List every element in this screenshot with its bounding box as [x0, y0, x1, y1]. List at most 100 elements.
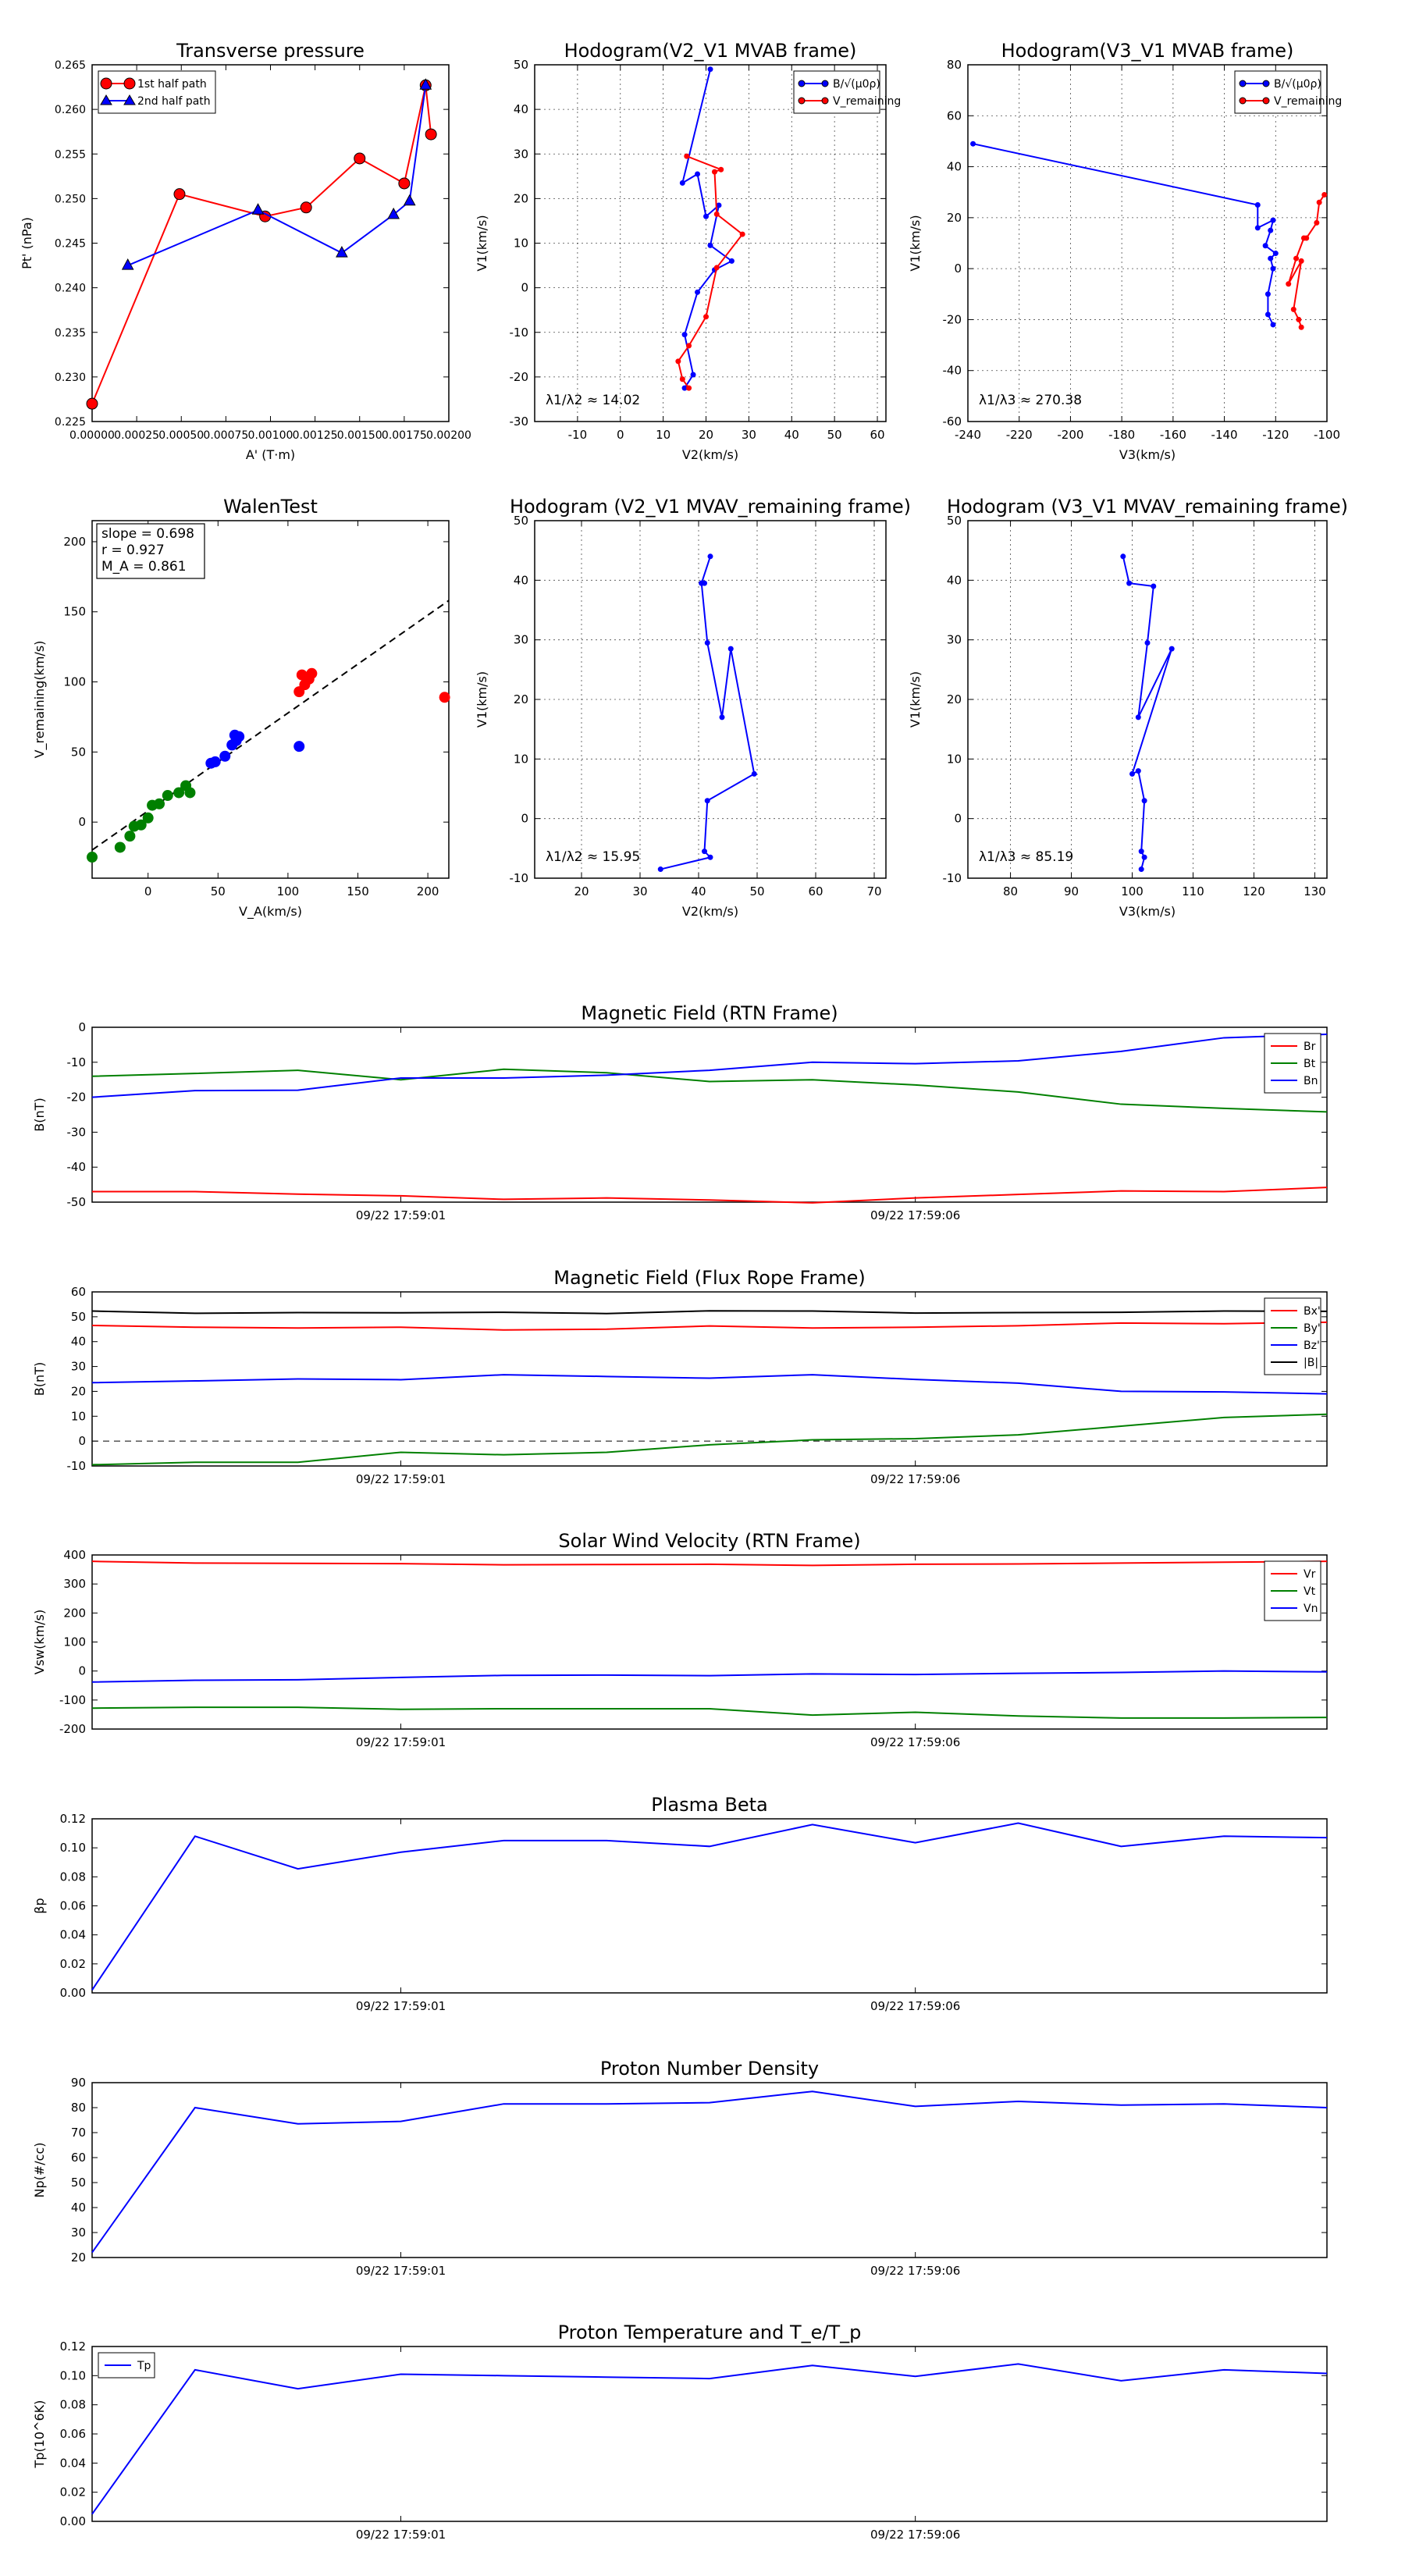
chart-title: Plasma Beta	[651, 1794, 767, 1816]
y-tick-label: 40	[514, 102, 528, 116]
data-point	[1272, 251, 1279, 257]
y-tick-label: 0.225	[55, 416, 86, 429]
data-point	[219, 750, 231, 762]
y-tick-label: 40	[71, 2201, 86, 2215]
chart-proton_number_density: 20 30 40 50 60 70 80 90 09/22 17:59:01 09/22 17:5…	[32, 2058, 1328, 2278]
y-tick-label: 30	[71, 2226, 86, 2240]
legend-label: Bt	[1304, 1058, 1316, 1070]
data-point	[681, 332, 688, 338]
plot-frame	[967, 520, 1328, 879]
series-line	[91, 1822, 1328, 1991]
data-point	[154, 798, 165, 809]
y-tick-label: 20	[71, 1384, 86, 1398]
data-point	[679, 376, 685, 382]
x-tick-label: 50	[827, 428, 842, 442]
x-tick-label: 130	[1304, 884, 1326, 898]
chart-title: Hodogram (V2_V1 MVAV_remaining frame)	[510, 496, 911, 518]
y-tick-label: 0.00	[60, 2514, 86, 2528]
data-point	[695, 171, 701, 177]
y-axis-label: B(nT)	[32, 1098, 47, 1131]
data-point	[1293, 255, 1300, 262]
chart-hodogram_v2v1_mvab: -30 -20 -10 0 10 20 30 40 50 -10 0 10 20 30 40 50 60 Hodo…	[475, 40, 901, 462]
y-tick-label: 10	[71, 1409, 86, 1423]
data-point	[1268, 227, 1274, 233]
y-tick-label: 0.250	[55, 193, 86, 205]
data-point	[162, 790, 173, 802]
data-point	[387, 207, 400, 219]
data-point	[684, 153, 690, 159]
plot-frame	[534, 64, 887, 422]
data-point	[1316, 199, 1322, 205]
x-tick-label: 09/22 17:59:01	[356, 1999, 446, 2013]
x-tick-label: 50	[211, 884, 226, 898]
data-point	[970, 141, 976, 147]
data-point	[711, 169, 717, 175]
series-line	[127, 85, 427, 266]
data-point	[702, 849, 707, 855]
data-point	[703, 314, 710, 320]
chart-title: Hodogram(V3_V1 MVAB frame)	[1001, 40, 1294, 62]
plot-frame	[91, 2346, 1328, 2522]
legend-marker	[123, 94, 136, 105]
x-tick-label: 0.00175	[382, 429, 427, 442]
data-point	[707, 66, 713, 73]
data-point	[86, 397, 98, 410]
x-tick-label: 09/22 17:59:01	[356, 2528, 446, 2542]
data-point	[293, 741, 305, 753]
series-line	[91, 2090, 1328, 2254]
y-tick-label: 0.12	[60, 1812, 86, 1826]
x-axis-label: A' (T·m)	[246, 447, 295, 462]
chart-title: Magnetic Field (Flux Rope Frame)	[553, 1267, 865, 1289]
y-tick-label: 0.04	[60, 2456, 86, 2470]
data-point	[209, 756, 221, 767]
y-tick-label: 40	[71, 1335, 86, 1349]
legend-label: 1st half path	[137, 78, 207, 91]
legend-marker	[821, 97, 829, 105]
y-tick-label: 0	[78, 1020, 86, 1034]
data-point	[1321, 191, 1328, 197]
y-tick-label: 50	[514, 514, 528, 528]
series-line	[91, 1374, 1328, 1395]
data-point	[1254, 202, 1261, 208]
plot-frame	[534, 520, 887, 879]
data-point	[704, 798, 710, 804]
x-tick-label: 200	[417, 884, 439, 898]
plot-frame	[91, 1291, 1328, 1467]
data-point	[707, 242, 713, 248]
chart-magnetic_field_flux_rope: -10 0 10 20 30 40 50 60 09/22 17:59:01 09/22 17:5…	[32, 1267, 1328, 1486]
y-tick-label: 0.230	[55, 372, 86, 384]
data-point	[398, 177, 411, 190]
x-tick-label: 60	[808, 884, 823, 898]
x-tick-label: 09/22 17:59:06	[870, 1472, 960, 1486]
y-tick-label: 0.12	[60, 2339, 86, 2354]
y-tick-label: 20	[947, 692, 962, 706]
data-point	[679, 180, 685, 186]
chart-title: WalenTest	[223, 496, 318, 518]
data-point	[1135, 714, 1141, 720]
series-line	[660, 556, 756, 870]
y-tick-label: 0.245	[55, 238, 86, 251]
data-point	[184, 787, 196, 799]
data-point	[173, 787, 185, 799]
legend-marker	[1239, 97, 1247, 105]
series-line	[91, 1706, 1328, 1719]
data-point	[675, 358, 681, 365]
y-tick-label: 90	[71, 2076, 86, 2090]
series-line	[92, 1187, 1328, 1204]
x-tick-label: -100	[1314, 428, 1340, 442]
data-point	[403, 194, 416, 206]
y-tick-label: 300	[63, 1577, 86, 1591]
series-line	[91, 1068, 1328, 1113]
y-tick-label: 80	[71, 2101, 86, 2115]
chart-walen_test: 0 50 100 150 200 0 50 100 150 200 WalenTest V_A(km/…	[32, 496, 450, 920]
data-point	[727, 646, 734, 652]
plot-frame	[91, 2082, 1328, 2258]
plot-frame	[967, 64, 1328, 422]
x-tick-label: 0.00025	[114, 429, 159, 442]
data-point	[1138, 866, 1144, 873]
y-tick-label: -40	[67, 1160, 87, 1174]
y-tick-label: 0.02	[60, 2485, 86, 2500]
y-tick-label: 70	[71, 2126, 86, 2140]
y-axis-label: V1(km/s)	[475, 671, 489, 728]
data-point	[1290, 306, 1297, 312]
